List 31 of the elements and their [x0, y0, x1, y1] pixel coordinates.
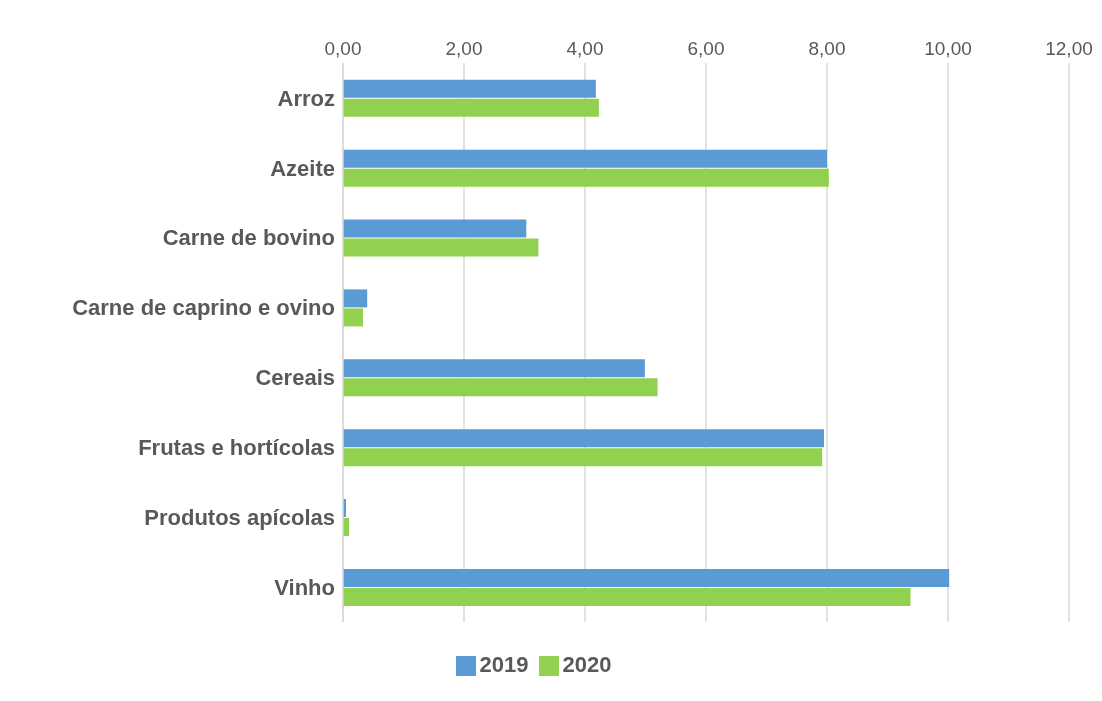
x-tick-label: 10,00 — [924, 38, 972, 59]
x-tick-label: 12,00 — [1045, 38, 1093, 59]
y-tick-label: Carne de bovino — [162, 225, 335, 251]
bar — [343, 308, 363, 327]
x-tick-label: 6,00 — [687, 38, 725, 59]
y-tick-label: Azeite — [270, 155, 335, 181]
bar — [343, 219, 527, 238]
bar — [343, 168, 829, 187]
y-tick-label: Produtos apícolas — [144, 505, 335, 530]
bar — [343, 359, 645, 378]
bar — [343, 568, 950, 587]
bar — [343, 429, 824, 448]
bar — [343, 98, 599, 117]
y-tick-label: Frutas e hortícolas — [138, 435, 335, 461]
bar — [343, 587, 911, 606]
x-tick-label: 4,00 — [566, 38, 604, 59]
y-tick-label: Cereais — [255, 365, 335, 391]
bar — [343, 378, 658, 397]
x-tick-label: 0,00 — [324, 38, 362, 59]
x-tick-label: 8,00 — [808, 38, 846, 59]
y-tick-label: Carne de caprino e ovino — [72, 295, 335, 321]
bar — [343, 238, 539, 257]
x-tick-label: 2,00 — [445, 38, 483, 59]
y-tick-label: Vinho — [274, 574, 335, 600]
bar — [343, 79, 596, 98]
bar — [343, 149, 827, 168]
bar — [343, 448, 823, 467]
legend-label: 2020 — [562, 652, 612, 677]
legend-label: 2019 — [479, 652, 529, 677]
bar — [343, 289, 368, 308]
y-tick-label: Arroz — [277, 85, 335, 111]
